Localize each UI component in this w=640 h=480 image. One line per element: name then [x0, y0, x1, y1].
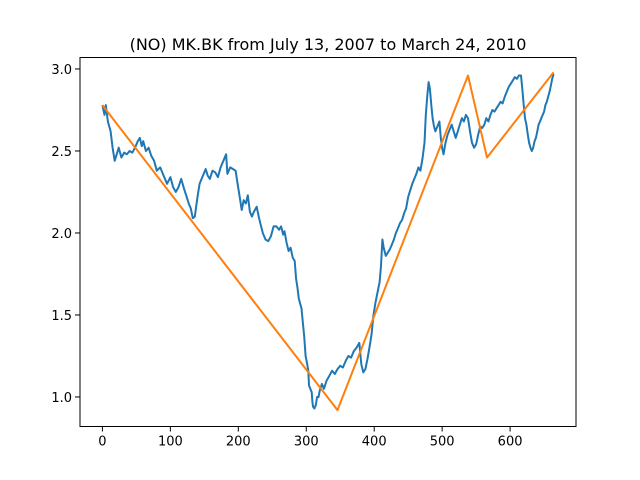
y-tick-label: 3.0 [51, 63, 72, 78]
plot-area [101, 71, 555, 412]
y-tick-label: 2.0 [51, 227, 72, 242]
y-axis: 1.0 1.5 2.0 2.5 3.0 [51, 63, 80, 406]
axes-frame [79, 57, 577, 427]
x-tick-label: 100 [158, 435, 183, 450]
y-tick-label: 1.5 [51, 309, 72, 324]
series-line-1 [101, 73, 555, 410]
x-tick-label: 600 [498, 435, 523, 450]
x-tick-label: 200 [226, 435, 251, 450]
x-tick-label: 0 [98, 435, 106, 450]
x-axis: 0 100 200 300 400 500 600 [98, 426, 523, 450]
y-tick-label: 2.5 [51, 145, 72, 160]
chart-title: (NO) MK.BK from July 13, 2007 to March 2… [130, 35, 527, 54]
x-tick-label: 400 [362, 435, 387, 450]
y-tick-label: 1.0 [51, 391, 72, 406]
x-tick-label: 500 [430, 435, 455, 450]
x-tick-label: 300 [294, 435, 319, 450]
series-line-2 [101, 71, 555, 412]
